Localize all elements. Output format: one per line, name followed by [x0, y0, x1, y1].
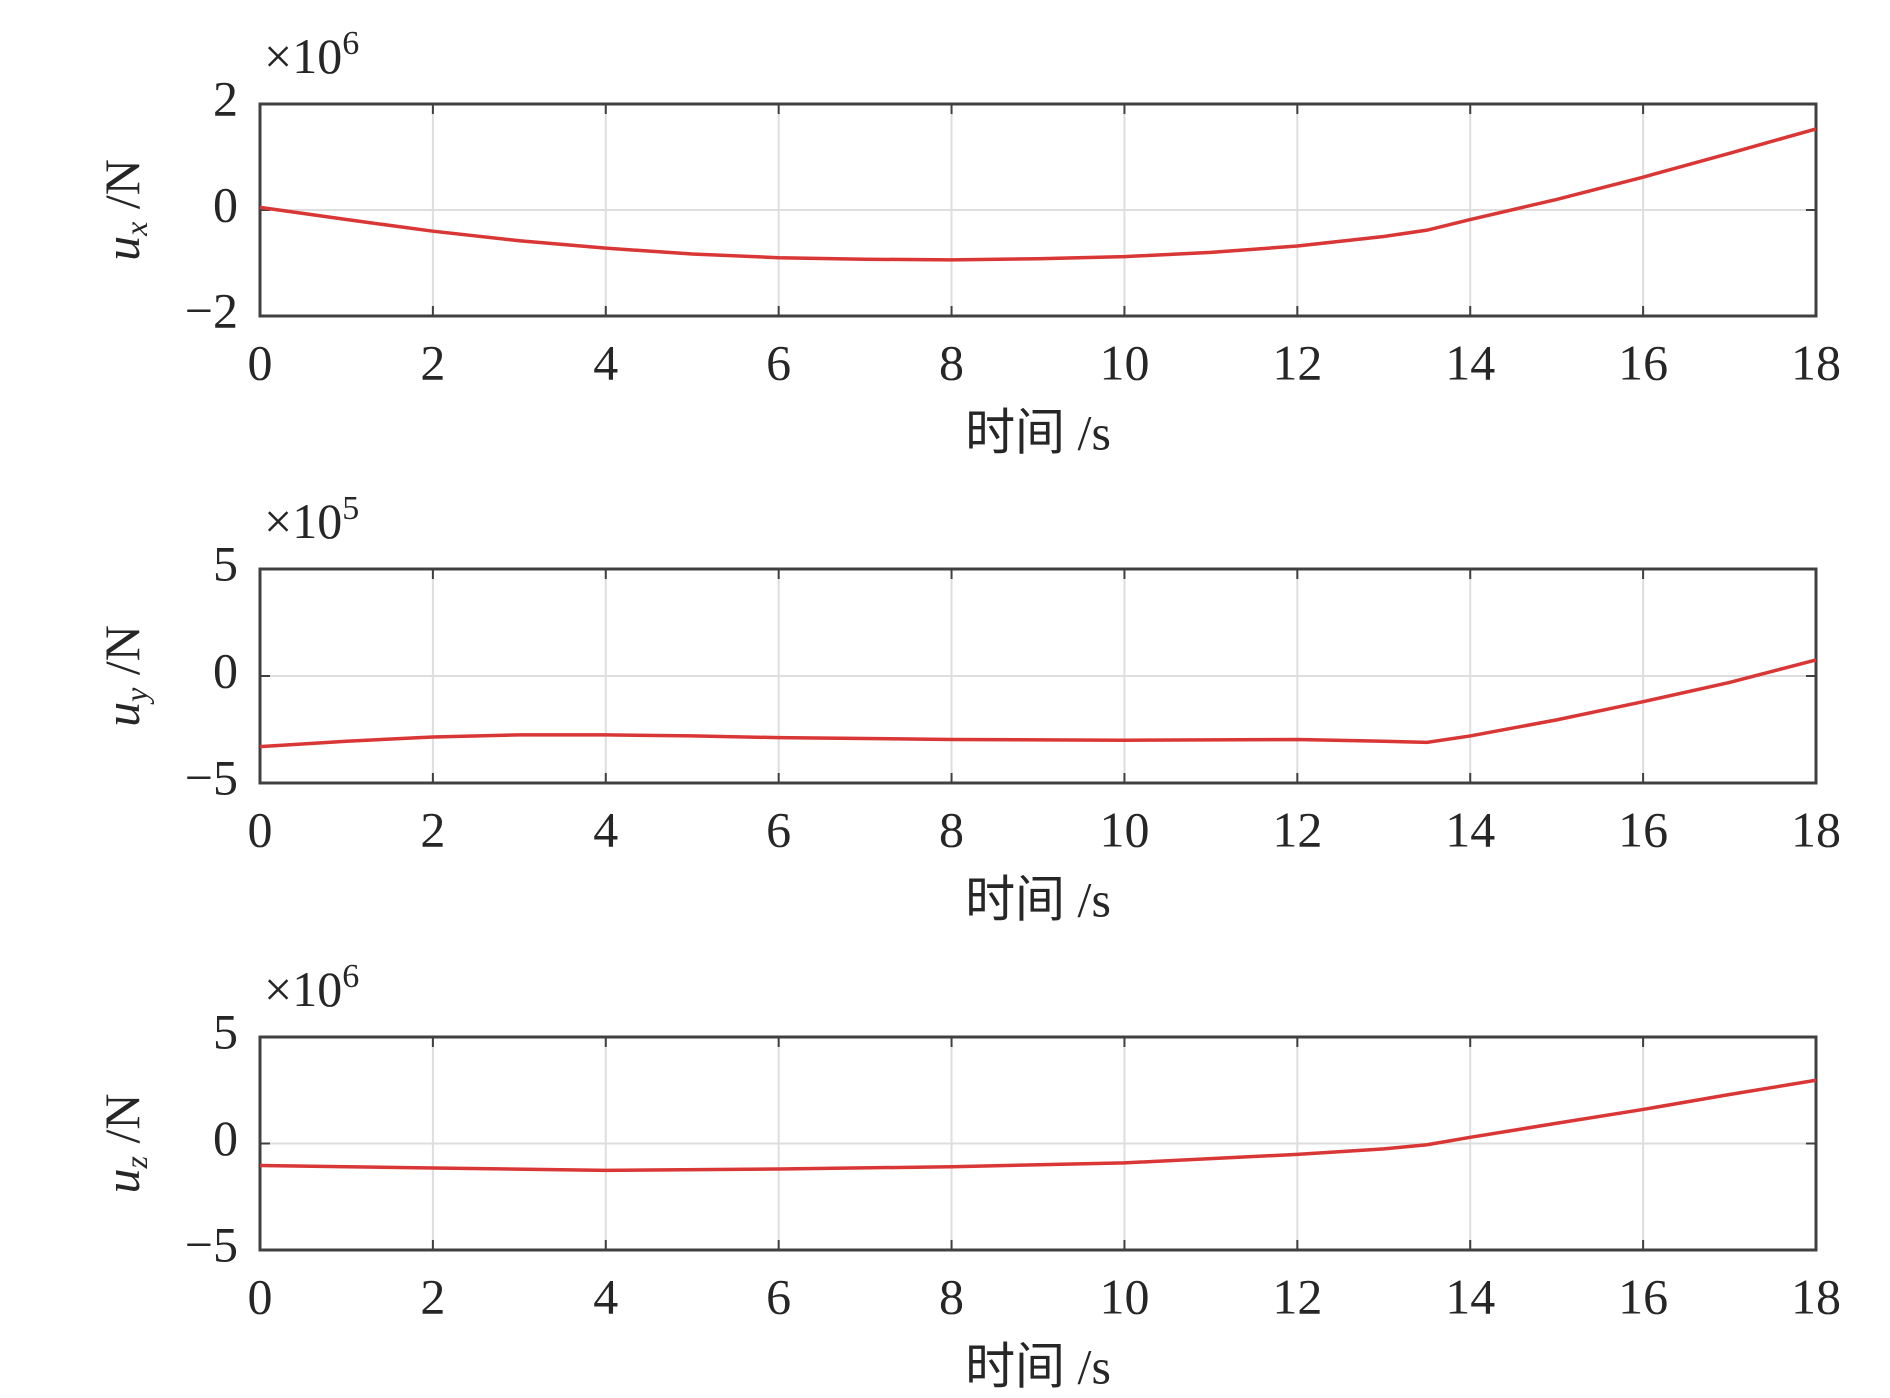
y-label-subscript: x — [118, 222, 154, 237]
axes-box — [258, 567, 1818, 785]
x-tick-label: 8 — [939, 334, 964, 390]
y-tick-label: −5 — [185, 749, 238, 805]
x-tick-label: 10 — [1099, 801, 1149, 857]
x-tick-label: 16 — [1618, 801, 1668, 857]
x-tick-label: 8 — [939, 1268, 964, 1324]
axis-multiplier: ×106 — [264, 25, 359, 85]
x-tick-label: 14 — [1445, 801, 1495, 857]
y-tick-label: 2 — [213, 70, 238, 126]
x-tick-label: 0 — [248, 334, 273, 390]
multiplier-base: ×10 — [264, 493, 342, 549]
y-label-symbol: u — [94, 1168, 150, 1193]
y-label-symbol: u — [94, 236, 150, 261]
y-axis-label: uy /N — [94, 625, 154, 727]
multiplier-exponent: 6 — [342, 958, 359, 995]
y-axis-label: ux /N — [94, 159, 154, 261]
x-tick-label: 18 — [1791, 1268, 1841, 1324]
x-tick-label: 4 — [593, 801, 618, 857]
y-tick-label: −2 — [185, 282, 238, 338]
y-tick-label: 0 — [213, 642, 238, 698]
y-label-symbol: u — [94, 702, 150, 727]
y-axis-label: uz /N — [94, 1094, 154, 1194]
x-tick-label: 18 — [1791, 801, 1841, 857]
axes-box — [258, 1035, 1818, 1252]
y-tick-label: 0 — [213, 176, 238, 232]
x-tick-label: 6 — [766, 801, 791, 857]
axis-multiplier: ×105 — [264, 490, 359, 550]
x-tick-label: 14 — [1445, 1268, 1495, 1324]
y-tick-label: 0 — [213, 1110, 238, 1166]
x-tick-label: 12 — [1272, 334, 1322, 390]
multiplier-exponent: 5 — [342, 490, 359, 527]
y-tick-label: 5 — [213, 535, 238, 591]
x-tick-label: 14 — [1445, 334, 1495, 390]
x-tick-label: 10 — [1099, 334, 1149, 390]
multiplier-base: ×10 — [264, 961, 342, 1017]
y-tick-label: −5 — [185, 1216, 238, 1272]
x-tick-label: 2 — [420, 801, 445, 857]
line — [259, 658, 1817, 749]
y-label-unit: /N — [94, 1094, 150, 1157]
y-tick-label: 5 — [213, 1003, 238, 1059]
x-axis-label: 时间 /s — [965, 871, 1111, 927]
x-tick-label: 16 — [1618, 334, 1668, 390]
x-tick-label: 0 — [248, 1268, 273, 1324]
x-axis-label: 时间 /s — [965, 404, 1111, 460]
multiplier-exponent: 6 — [342, 25, 359, 62]
x-tick-label: 4 — [593, 334, 618, 390]
axis-multiplier: ×106 — [264, 958, 359, 1018]
x-tick-label: 10 — [1099, 1268, 1149, 1324]
x-tick-label: 2 — [420, 334, 445, 390]
x-tick-label: 16 — [1618, 1268, 1668, 1324]
multiplier-base: ×10 — [264, 28, 342, 84]
x-tick-label: 8 — [939, 801, 964, 857]
axes-box — [258, 102, 1818, 318]
x-axis-label: 时间 /s — [965, 1338, 1111, 1394]
x-tick-label: 0 — [248, 801, 273, 857]
x-tick-label: 2 — [420, 1268, 445, 1324]
y-label-subscript: z — [118, 1155, 154, 1169]
x-tick-label: 12 — [1272, 1268, 1322, 1324]
x-tick-label: 12 — [1272, 801, 1322, 857]
y-label-unit: /N — [94, 625, 150, 688]
y-label-unit: /N — [94, 159, 150, 222]
x-tick-label: 4 — [593, 1268, 618, 1324]
x-tick-label: 18 — [1791, 334, 1841, 390]
x-tick-label: 6 — [766, 334, 791, 390]
line — [259, 127, 1817, 262]
x-tick-label: 6 — [766, 1268, 791, 1324]
line — [259, 1078, 1817, 1173]
y-label-subscript: y — [118, 687, 154, 705]
